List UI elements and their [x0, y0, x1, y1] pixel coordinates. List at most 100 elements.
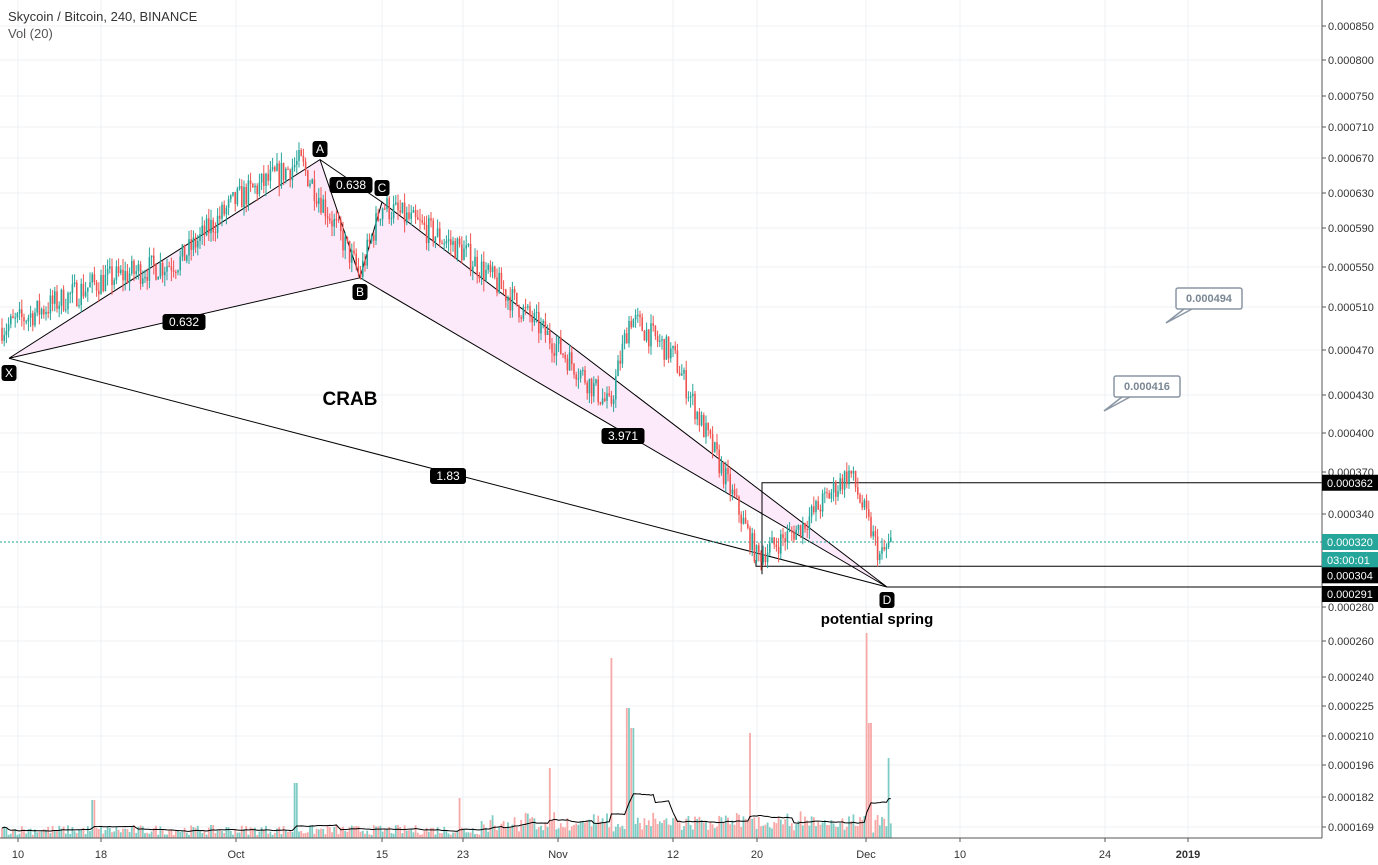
candle-body — [863, 500, 866, 508]
candle-body — [403, 202, 406, 223]
candle-body — [395, 202, 397, 205]
candle-body — [879, 553, 881, 561]
candle-body — [168, 266, 170, 268]
candle-body — [837, 490, 839, 497]
candle-body — [601, 398, 604, 404]
volume-bar — [287, 831, 289, 838]
candle-body — [861, 502, 863, 508]
candle-body — [436, 228, 439, 237]
candle-body — [287, 168, 289, 170]
price-axis-bg — [1322, 0, 1378, 865]
candle-body — [84, 291, 87, 297]
candle-body — [183, 244, 186, 261]
volume-bar — [89, 831, 91, 838]
candle-body — [716, 442, 718, 450]
candle-body — [637, 314, 639, 316]
volume-bar — [460, 827, 463, 838]
volume-bar — [172, 834, 175, 838]
candle-body — [278, 163, 280, 186]
candle-body — [469, 243, 472, 272]
point-a-label-bg — [312, 141, 328, 157]
candle-body — [302, 155, 305, 162]
candle-body — [441, 242, 443, 244]
candle-body — [223, 204, 225, 215]
volume-bar — [93, 800, 96, 838]
volume-bar — [64, 833, 67, 838]
candle-body — [463, 248, 465, 261]
candle-body — [544, 321, 547, 336]
candle-body — [377, 213, 379, 221]
volume-bar — [469, 832, 472, 838]
range-boxes — [0, 482, 1322, 588]
candle-body — [874, 531, 877, 537]
volume-bar — [124, 828, 127, 838]
volume-bar — [760, 826, 762, 838]
volume-bar — [205, 834, 208, 838]
level-0000362-line — [761, 482, 1322, 575]
volume-bar — [45, 829, 47, 838]
candle-body — [150, 255, 153, 258]
volume-bar — [188, 834, 190, 838]
candle-body — [245, 186, 247, 205]
time-tick-label: Oct — [227, 849, 244, 861]
volume-bar — [729, 824, 732, 838]
volume-bar — [821, 822, 824, 838]
volume-bar — [634, 823, 637, 838]
volume-bar — [430, 828, 432, 838]
volume-bar — [75, 832, 78, 838]
candle-body — [775, 544, 778, 547]
price-tick-label: 0.000240 — [1328, 672, 1374, 684]
time-tick-label: 2019 — [1176, 849, 1200, 861]
volume-bar — [815, 826, 817, 838]
candle-body — [786, 531, 789, 542]
volume-bar — [696, 818, 699, 838]
volume-bar — [738, 814, 740, 838]
volume-bar — [58, 825, 61, 838]
volume-bar — [276, 828, 278, 838]
candle-body — [399, 210, 401, 213]
volume-indicator-label[interactable]: Vol (20) — [8, 26, 53, 41]
candle-body — [366, 239, 368, 266]
volume-bar — [529, 818, 531, 838]
last-price-tag: 0.000320 — [1327, 537, 1373, 549]
volume-bar — [867, 723, 870, 838]
volume-bar — [115, 826, 118, 838]
time-axis[interactable]: 10 18 Oct 15 23 Nov 12 20 Dec 10 24 2019 — [0, 837, 1322, 865]
volume-bar — [878, 825, 881, 838]
candle-body — [47, 311, 49, 314]
price-tick-label: 0.000280 — [1328, 602, 1374, 614]
volume-bar — [368, 834, 371, 838]
candle-body — [238, 186, 241, 189]
volume-bar — [221, 831, 223, 838]
candle-body — [476, 256, 478, 276]
volume-bar — [295, 783, 298, 838]
callout-pointer — [1165, 308, 1193, 324]
candle-body — [771, 537, 773, 544]
candle-body — [795, 529, 797, 540]
volume-bar — [265, 825, 267, 838]
price-axis[interactable]: 0.000850 0.000800 0.000750 0.000710 0.000670… — [1321, 0, 1378, 865]
price-tick-label: 0.000169 — [1328, 822, 1374, 834]
volume-bar — [214, 833, 217, 838]
candle-body — [467, 243, 470, 246]
volume-bar — [23, 829, 25, 838]
candle-body — [711, 434, 714, 452]
volume-bar — [658, 821, 661, 838]
volume-bar — [744, 818, 747, 838]
point-x-label: X — [5, 366, 13, 380]
candle-body — [45, 311, 47, 315]
volume-bar — [764, 824, 767, 838]
volume-bar — [168, 830, 171, 838]
candle-body — [408, 212, 410, 219]
candle-body — [480, 261, 483, 279]
volume-bar — [309, 825, 311, 838]
candle-body — [555, 344, 558, 356]
volume-bar — [256, 834, 259, 838]
volume-bar — [709, 821, 712, 838]
volume-bar — [227, 827, 230, 838]
candle-body — [260, 173, 263, 183]
volume-bar — [361, 830, 364, 838]
volume-bar — [621, 825, 624, 838]
volume-bar — [733, 824, 736, 838]
ratio-label-bg — [601, 428, 645, 444]
